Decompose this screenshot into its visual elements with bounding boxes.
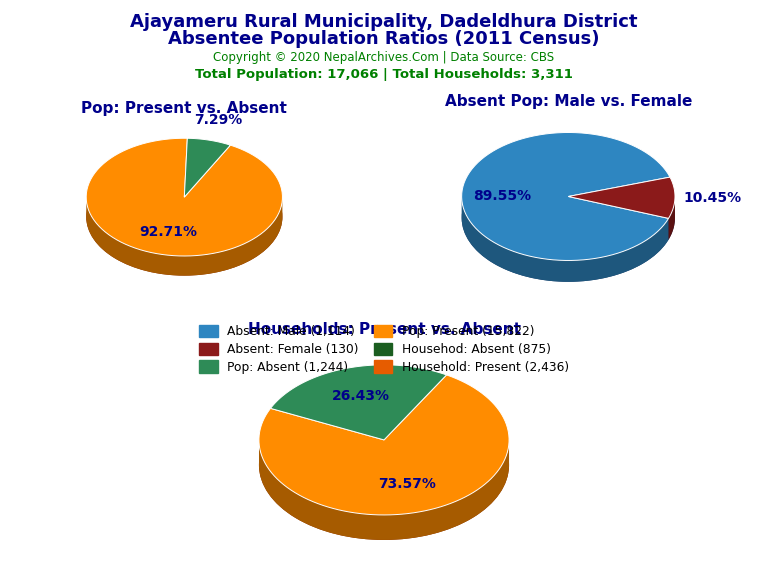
Text: 89.55%: 89.55% [473, 189, 531, 203]
Polygon shape [259, 375, 509, 515]
Text: 73.57%: 73.57% [379, 478, 436, 491]
Legend: Absent: Male (1,114), Absent: Female (130), Pop: Absent (1,244), Pop: Present (1: Absent: Male (1,114), Absent: Female (13… [194, 320, 574, 378]
Title: Pop: Present vs. Absent: Pop: Present vs. Absent [81, 101, 287, 116]
Ellipse shape [462, 154, 675, 282]
Text: 7.29%: 7.29% [194, 113, 243, 127]
Title: Absent Pop: Male vs. Female: Absent Pop: Male vs. Female [445, 93, 692, 109]
Polygon shape [259, 442, 509, 540]
Ellipse shape [259, 390, 509, 540]
Polygon shape [462, 132, 670, 260]
Polygon shape [184, 138, 230, 197]
Polygon shape [270, 365, 446, 440]
Text: 92.71%: 92.71% [140, 225, 197, 240]
Polygon shape [462, 197, 669, 282]
Polygon shape [568, 177, 675, 218]
Ellipse shape [86, 158, 283, 276]
Text: 10.45%: 10.45% [684, 191, 741, 205]
Text: Ajayameru Rural Municipality, Dadeldhura District: Ajayameru Rural Municipality, Dadeldhura… [131, 13, 637, 31]
Text: Copyright © 2020 NepalArchives.Com | Data Source: CBS: Copyright © 2020 NepalArchives.Com | Dat… [214, 51, 554, 64]
Text: Absentee Population Ratios (2011 Census): Absentee Population Ratios (2011 Census) [168, 30, 600, 48]
Title: Households: Present vs. Absent: Households: Present vs. Absent [247, 323, 521, 338]
Polygon shape [86, 138, 283, 256]
Polygon shape [669, 197, 675, 240]
Polygon shape [86, 199, 283, 276]
Text: 26.43%: 26.43% [332, 389, 389, 403]
Text: Total Population: 17,066 | Total Households: 3,311: Total Population: 17,066 | Total Househo… [195, 68, 573, 81]
